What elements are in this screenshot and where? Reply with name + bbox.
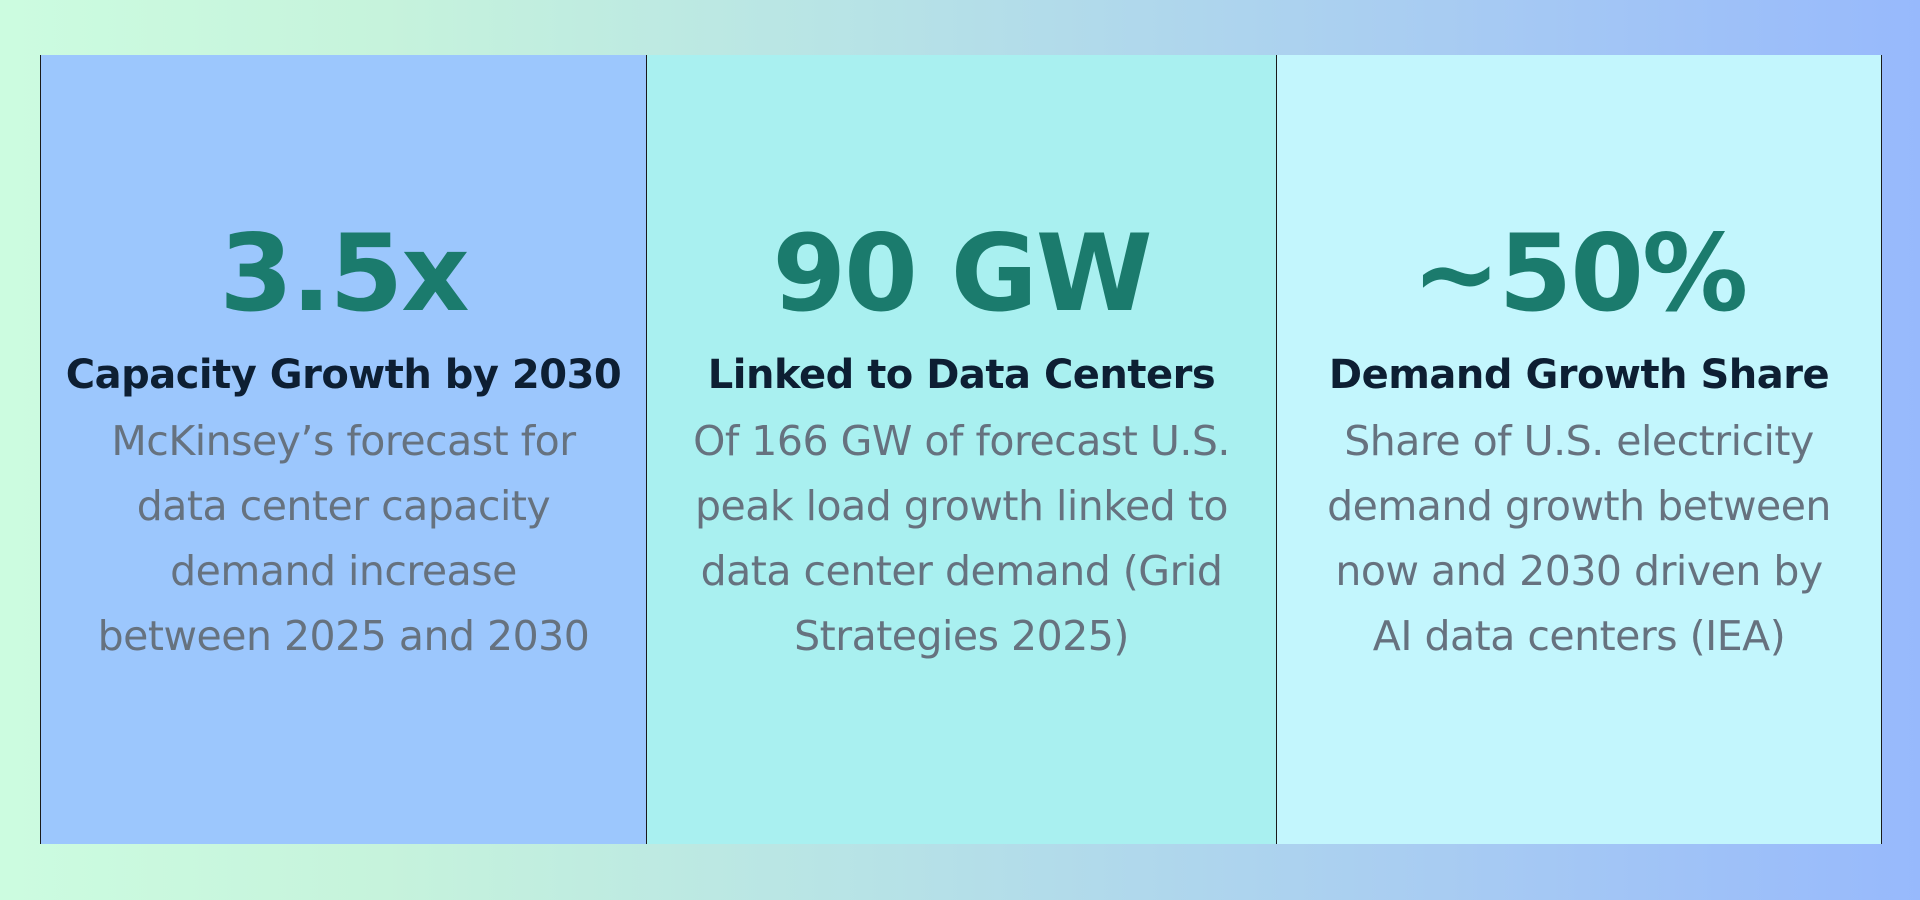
- description-line: between 2025 and 2030: [97, 612, 590, 660]
- description-line: data center demand (Grid: [700, 547, 1223, 595]
- stat-card-data-centers: 90 GW Linked to Data Centers Of 166 GW o…: [646, 55, 1276, 844]
- description-line: data center capacity: [136, 482, 551, 530]
- description-line: Share of U.S. electricity: [1344, 417, 1814, 465]
- description-line: now and 2030 driven by: [1335, 547, 1823, 595]
- description-line: demand growth between: [1327, 482, 1831, 530]
- stat-heading: Linked to Data Centers: [707, 352, 1216, 398]
- description-line: Of 166 GW of forecast U.S.: [693, 417, 1230, 465]
- description-line: McKinsey’s forecast for: [111, 417, 576, 465]
- stats-panel: 3.5x Capacity Growth by 2030 McKinsey’s …: [40, 55, 1882, 844]
- stat-value: ~50%: [1411, 212, 1749, 335]
- stat-description: Of 166 GW of forecast U.S. peak load gro…: [689, 409, 1234, 669]
- stat-value: 3.5x: [219, 212, 469, 335]
- stat-heading: Capacity Growth by 2030: [65, 352, 622, 398]
- description-line: AI data centers (IEA): [1372, 612, 1786, 660]
- stat-value: 90 GW: [772, 212, 1152, 335]
- description-line: Strategies 2025): [794, 612, 1129, 660]
- stat-card-capacity-growth: 3.5x Capacity Growth by 2030 McKinsey’s …: [40, 55, 646, 844]
- stat-heading: Demand Growth Share: [1328, 352, 1830, 398]
- description-line: demand increase: [170, 547, 517, 595]
- stat-description: McKinsey’s forecast for data center capa…: [94, 409, 594, 669]
- stat-card-demand-share: ~50% Demand Growth Share Share of U.S. e…: [1276, 55, 1882, 844]
- stat-description: Share of U.S. electricity demand growth …: [1323, 409, 1835, 669]
- description-line: peak load growth linked to: [694, 482, 1228, 530]
